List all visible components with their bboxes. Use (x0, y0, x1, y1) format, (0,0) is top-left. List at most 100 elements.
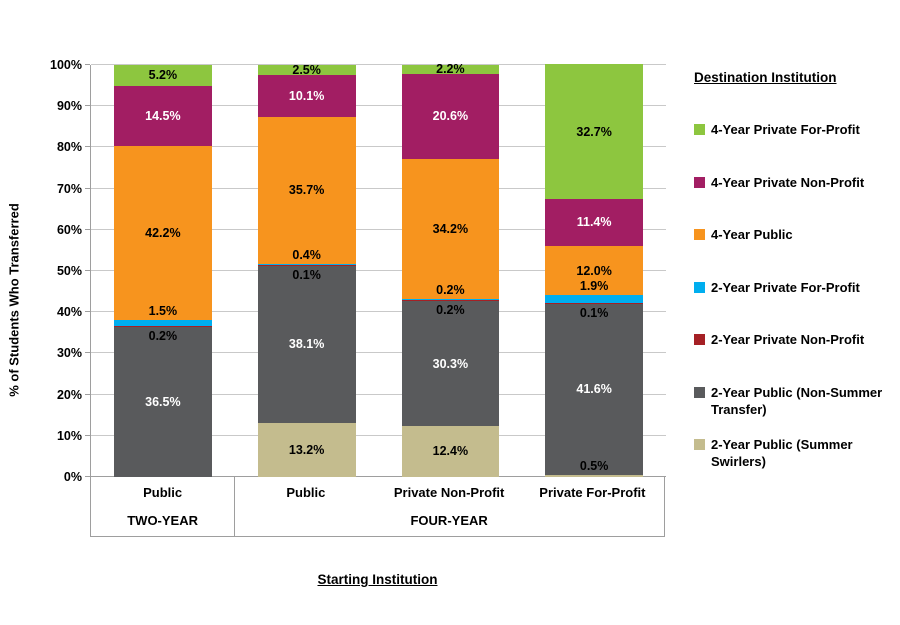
legend-item-label: 2-Year Private For-Profit (711, 279, 860, 295)
data-label: 36.5% (145, 394, 181, 409)
legend-item: 4-Year Private Non-Profit (694, 174, 899, 227)
legend: Destination Institution 4-Year Private F… (694, 70, 899, 489)
segment (401, 300, 500, 302)
gridline (91, 146, 666, 148)
y-tick-mark (85, 393, 90, 395)
data-label: 0.1% (579, 305, 609, 320)
data-label: 41.6% (576, 382, 612, 397)
y-tick-mark (85, 352, 90, 354)
legend-item: 2-Year Private For-Profit (694, 279, 899, 332)
segment (545, 245, 643, 296)
legend-item-label: 2-Year Public (Non-Summer Transfer) (711, 384, 883, 417)
data-label: 0.2% (148, 328, 178, 343)
segment (401, 425, 500, 477)
y-tick-mark (85, 105, 90, 107)
data-label: 10.1% (288, 88, 325, 103)
y-tick-label: 100% (50, 58, 82, 72)
segment (257, 422, 356, 477)
x-axis: Public Public Private Non-Profit Private Fo… (90, 477, 665, 537)
y-tick-mark (85, 187, 90, 189)
y-tick-mark (85, 146, 90, 148)
bar-1: 36.5% 0.2% 1.5% 42.2% 14.5% 5.2% (114, 64, 212, 477)
legend-swatch (694, 124, 705, 135)
legend-item: 4-Year Public (694, 226, 899, 279)
data-label: 12.0% (576, 263, 612, 278)
category-group-divider (234, 477, 236, 536)
y-tick-mark (85, 270, 90, 271)
segment (545, 295, 643, 304)
data-label: 12.4% (432, 444, 469, 459)
segment (114, 325, 212, 327)
y-tick-label: 0% (63, 470, 82, 484)
legend-item-label: 2-Year Public (Summer Swirlers) (711, 437, 853, 469)
data-label: 0.2% (436, 283, 465, 298)
data-label: 1.9% (579, 279, 609, 294)
bar-slot: 13.2% 38.1% 0.1% 0.4% 35.7% 10.1% 2.5% (235, 63, 379, 477)
legend-item-label: 4-Year Public (711, 227, 793, 242)
y-tick-label: 40% (56, 305, 82, 320)
gridline (91, 476, 666, 477)
y-tick-label: 20% (56, 387, 82, 402)
segment (545, 64, 643, 199)
data-label: 2.5% (292, 62, 321, 77)
gridline (91, 434, 666, 436)
y-tick-mark (85, 64, 90, 65)
legend-items: 4-Year Private For-Profit 4-Year Private … (694, 121, 899, 489)
data-label: 30.3% (432, 356, 469, 371)
data-label: 0.1% (292, 267, 321, 282)
bar-3: 12.4% 30.3% 0.2% 0.2% 34.2% 20.6% 2.2% (401, 62, 500, 477)
legend-swatch (694, 439, 705, 450)
data-label: 0.4% (292, 247, 321, 262)
segment (114, 326, 212, 477)
y-tick-label: 70% (56, 181, 82, 196)
bar-slot: 12.4% 30.3% 0.2% 0.2% 34.2% 20.6% 2.2% (379, 62, 523, 477)
data-label: 20.6% (432, 109, 469, 124)
segment (401, 301, 500, 426)
segment (545, 303, 643, 475)
data-label: 0.2% (436, 303, 465, 318)
segment (401, 64, 500, 74)
gridline (91, 270, 666, 271)
category-label: Public (143, 485, 183, 500)
segment (401, 299, 500, 301)
category-label-row: Public Public Private Non-Profit Private Fo… (91, 485, 664, 500)
category-group-label: FOUR-YEAR (410, 513, 488, 528)
bar-2: 13.2% 38.1% 0.1% 0.4% 35.7% 10.1% 2.5% (257, 63, 356, 477)
gridline (91, 64, 666, 65)
legend-item-label: 4-Year Private For-Profit (711, 122, 860, 137)
gridline (91, 311, 666, 313)
data-label: 11.4% (576, 215, 612, 230)
data-label: 32.7% (576, 124, 612, 139)
segment (401, 73, 500, 159)
segment (257, 263, 356, 266)
y-tick-mark (85, 311, 90, 313)
legend-swatch (694, 281, 705, 293)
data-label: 34.2% (432, 221, 469, 236)
legend-item-label: 4-Year Private Non-Profit (711, 174, 865, 190)
segment (114, 145, 212, 320)
x-axis-title: Starting Institution (317, 572, 438, 587)
legend-swatch (694, 176, 705, 188)
category-group-row: TWO-YEAR FOUR-YEAR (91, 513, 664, 528)
y-tick-label: 50% (56, 264, 82, 278)
legend-swatch (694, 229, 705, 240)
segment (114, 64, 212, 87)
bar-4: 0.5% 41.6% 0.1% 1.9% 12.0% 11.4% 32.7% (545, 64, 643, 477)
data-label: 13.2% (288, 442, 325, 457)
segment (401, 158, 500, 300)
bar-slot: 0.5% 41.6% 0.1% 1.9% 12.0% 11.4% 32.7% (522, 64, 666, 477)
y-tick-label: 90% (56, 99, 82, 114)
bar-slot: 36.5% 0.2% 1.5% 42.2% 14.5% 5.2% (91, 64, 235, 477)
segment (257, 64, 356, 75)
data-label: 5.2% (148, 68, 178, 83)
legend-item: 2-Year Public (Summer Swirlers) (694, 436, 899, 489)
legend-swatch (694, 386, 705, 398)
data-label: 0.5% (579, 458, 609, 473)
data-label: 42.2% (145, 225, 181, 240)
data-label: 38.1% (288, 337, 325, 352)
segment (114, 86, 212, 146)
y-tick-label: 10% (56, 428, 82, 443)
gridline (91, 228, 666, 230)
gridline (91, 352, 666, 354)
